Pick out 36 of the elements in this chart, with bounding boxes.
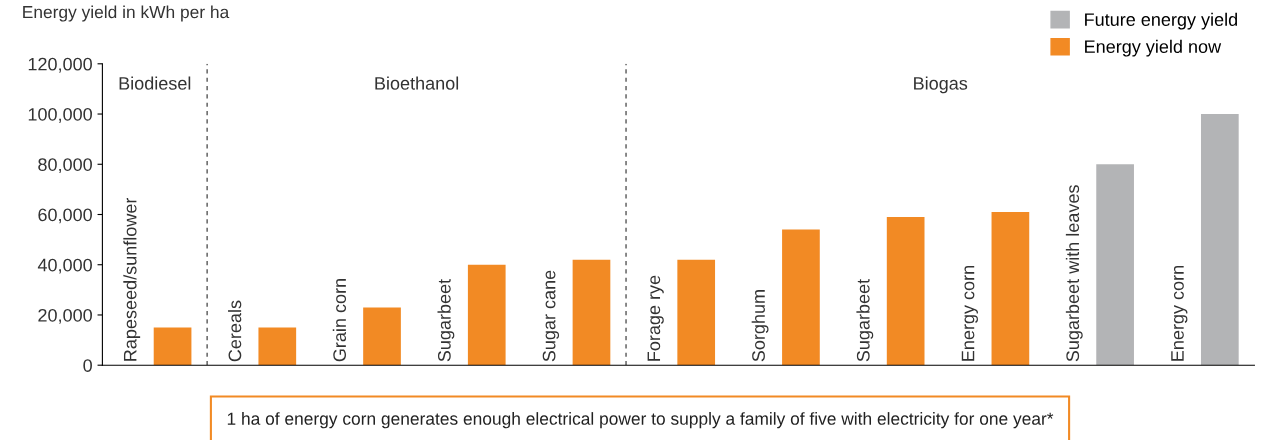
y-axis-title: Energy yield in kWh per ha: [23, 5, 230, 22]
y-tick-label: 80,000: [38, 158, 92, 174]
annotation: Biodiesel: [119, 76, 191, 90]
bar: [153, 327, 192, 366]
y-tick-label: 100,000: [28, 107, 92, 123]
bar: [572, 259, 611, 366]
y-tick-label: 120,000: [28, 57, 92, 73]
text: 1 ha of energy corn generates enough electrical power to supply a family of five with electricity for one year*: [227, 412, 1054, 429]
x-tick-label: Cereals: [228, 300, 242, 362]
x-tick-label: Sugar cane: [542, 270, 560, 362]
bar: [258, 327, 297, 366]
y-tick-label: 0: [83, 359, 92, 372]
bar: [1200, 114, 1239, 366]
x-tick-label: Rapeseed/sunflower: [123, 197, 141, 361]
y-tick-label: 20,000: [38, 308, 92, 324]
x-tick-label: Sorghum: [751, 290, 769, 362]
x-tick-label: Sugarbeet: [437, 279, 455, 362]
x-tick-label: Grain corn: [332, 279, 347, 362]
legend-label: Energy yield now: [1085, 39, 1222, 57]
bar: [677, 259, 716, 366]
bar: [363, 307, 401, 366]
x-tick-label: Sugarbeet with leaves: [1065, 185, 1083, 362]
y-tick-label: 60,000: [38, 208, 92, 224]
bar: [886, 217, 925, 366]
y-tick-label: 40,000: [37, 258, 92, 274]
x-tick-label: Energy corn: [1171, 266, 1188, 361]
bar: [991, 211, 1030, 366]
x-tick-label: Sugarbeet: [856, 279, 874, 362]
bar: [467, 264, 506, 366]
bar: [1096, 164, 1134, 366]
bar: [782, 229, 820, 366]
annotation: Bioethanol: [375, 76, 459, 90]
annotation: Biogas: [914, 76, 968, 94]
legend-label: Future energy yield: [1085, 12, 1237, 30]
x-tick-label: Energy corn: [961, 266, 978, 361]
x-tick-label: Forage rye: [647, 275, 664, 361]
